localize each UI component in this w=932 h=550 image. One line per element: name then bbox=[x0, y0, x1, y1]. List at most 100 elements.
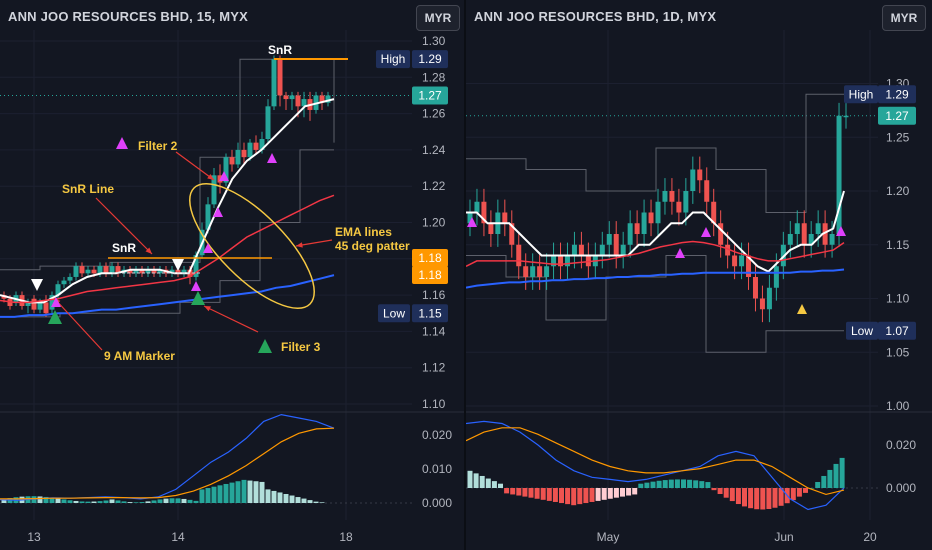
left-candle-6 bbox=[37, 302, 43, 310]
left-low-value: 1.15 bbox=[418, 306, 442, 320]
right-macd-bar-11 bbox=[534, 488, 540, 499]
left-candle-5 bbox=[31, 298, 37, 310]
left-macd-bar-27 bbox=[163, 498, 169, 503]
right-candle-9 bbox=[530, 266, 536, 277]
right-macd-bar-47 bbox=[754, 488, 760, 510]
right-macd-bar-22 bbox=[601, 488, 607, 500]
right-chart-pane[interactable]: 1.30 1.25 1.20 1.15 1.10 1.05 1.00 May Jun 20 0.02… bbox=[466, 0, 932, 550]
left-candle-24 bbox=[145, 269, 151, 274]
left-macd-bar-40 bbox=[241, 479, 247, 503]
right-candle-35 bbox=[711, 201, 717, 224]
left-snr-value-1-bg bbox=[412, 249, 448, 267]
right-low-label-bg bbox=[846, 321, 878, 340]
left-chart-pane[interactable]: 1.30 1.28 1.26 1.24 1.22 1.20 1.18 1.16 1.14 1.12… bbox=[0, 0, 464, 550]
left-macd-bar-42 bbox=[253, 481, 259, 503]
right-candle-26 bbox=[648, 212, 654, 224]
right-low-value: 1.07 bbox=[885, 324, 909, 338]
left-filter3-label: Filter 3 bbox=[281, 340, 321, 354]
left-macd-bar-34 bbox=[205, 488, 211, 503]
right-candle-16 bbox=[578, 244, 584, 256]
left-chart-canvas[interactable]: 1.30 1.28 1.26 1.24 1.22 1.20 1.18 1.16 1.14 1.12… bbox=[0, 0, 464, 550]
right-y-tick-3: 1.15 bbox=[886, 238, 910, 252]
left-candle-8 bbox=[49, 295, 55, 310]
left-macd-bar-6 bbox=[37, 496, 43, 503]
right-candle-20 bbox=[606, 234, 612, 245]
left-macd-bar-30 bbox=[181, 498, 187, 503]
left-candle-46 bbox=[277, 59, 283, 96]
left-candle-37 bbox=[223, 157, 229, 183]
right-macd-bar-57 bbox=[815, 481, 821, 488]
right-macd-bar-60 bbox=[833, 463, 839, 488]
right-magenta-marker-1 bbox=[467, 217, 477, 227]
right-macd-bar-29 bbox=[644, 482, 650, 488]
left-macd-bar-15 bbox=[91, 501, 97, 503]
right-candle-29 bbox=[669, 191, 675, 202]
right-candle-25 bbox=[641, 212, 647, 234]
right-macd-bar-35 bbox=[681, 479, 686, 488]
right-macd-bar-25 bbox=[620, 488, 625, 497]
left-macd-bar-25 bbox=[151, 500, 157, 503]
right-candle-2 bbox=[481, 201, 487, 224]
right-macd-bar-7 bbox=[510, 488, 516, 495]
left-macd-bar-28 bbox=[169, 498, 175, 503]
left-currency-button[interactable]: MYR bbox=[416, 5, 460, 31]
right-candle-33 bbox=[697, 169, 703, 181]
left-macd-bar-24 bbox=[145, 501, 151, 503]
left-candle-11 bbox=[67, 276, 73, 281]
left-last-value: 1.27 bbox=[418, 88, 442, 102]
right-macd-bar-31 bbox=[656, 480, 662, 488]
left-high-value: 1.29 bbox=[418, 52, 442, 66]
right-macd-bar-27 bbox=[632, 488, 638, 495]
right-candle-53 bbox=[836, 115, 842, 234]
right-candle-47 bbox=[794, 223, 800, 234]
left-macd-bar-7 bbox=[43, 496, 49, 503]
right-macd-bar-21 bbox=[595, 488, 601, 501]
right-channel-upper bbox=[466, 93, 844, 213]
left-macd-bar-26 bbox=[157, 499, 163, 503]
left-white-marker-2 bbox=[172, 259, 184, 271]
left-y-tick-7: 1.16 bbox=[422, 288, 446, 302]
left-candle-32 bbox=[193, 255, 199, 277]
left-macd-bar-8 bbox=[49, 497, 55, 503]
right-candle-0 bbox=[467, 212, 473, 224]
right-candle-17 bbox=[585, 255, 591, 267]
pane-divider[interactable] bbox=[464, 0, 466, 550]
left-filter3-legend-icon bbox=[258, 339, 272, 353]
left-macd-bar-20 bbox=[121, 501, 127, 503]
left-candle-10 bbox=[61, 280, 67, 285]
right-macd-bar-32 bbox=[662, 480, 668, 488]
right-macd-bar-42 bbox=[723, 488, 729, 498]
left-macd-bar-0 bbox=[1, 498, 7, 503]
left-candle-54 bbox=[325, 95, 331, 103]
left-macd-bar-44 bbox=[265, 489, 271, 503]
left-candle-16 bbox=[97, 266, 103, 274]
left-y-tick-9: 1.12 bbox=[422, 361, 446, 375]
left-magenta-marker-6 bbox=[267, 153, 277, 163]
left-candle-44 bbox=[265, 106, 271, 140]
left-macd-bar-5 bbox=[31, 496, 37, 503]
right-candle-24 bbox=[634, 223, 640, 234]
left-y-tick-1: 1.28 bbox=[422, 70, 446, 84]
left-candle-45 bbox=[271, 59, 277, 107]
left-candle-25 bbox=[151, 269, 157, 274]
right-candle-31 bbox=[683, 191, 689, 213]
left-green-marker-1 bbox=[48, 310, 62, 324]
right-macd-bar-16 bbox=[565, 488, 571, 505]
right-candle-37 bbox=[725, 244, 731, 256]
left-snr-top-text: SnR bbox=[268, 43, 292, 57]
left-candle-53 bbox=[319, 95, 325, 103]
left-macd-bar-47 bbox=[283, 493, 289, 503]
left-macd-bar-33 bbox=[199, 489, 205, 503]
right-chart-title: ANN JOO RESOURCES BHD, 1D, MYX bbox=[474, 9, 717, 24]
left-high-label-bg bbox=[376, 50, 410, 69]
left-snr-line-arrow-head bbox=[145, 247, 152, 254]
right-macd-bar-51 bbox=[778, 488, 784, 506]
left-candle-48 bbox=[289, 95, 295, 100]
right-candle-23 bbox=[627, 223, 633, 245]
right-currency-button[interactable]: MYR bbox=[882, 5, 926, 31]
right-macd-bar-34 bbox=[674, 479, 680, 488]
right-low-value-bg bbox=[878, 321, 916, 340]
right-ema-line-mid bbox=[466, 240, 845, 267]
left-macd-bar-36 bbox=[217, 485, 223, 503]
